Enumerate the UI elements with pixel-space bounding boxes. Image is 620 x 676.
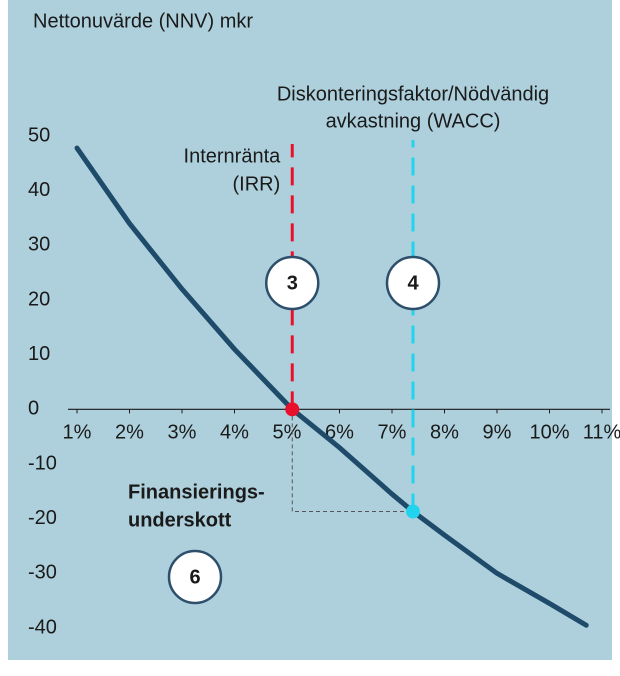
wacc-label: Diskonteringsfaktor/Nödvändig <box>277 83 549 105</box>
x-tick-label: 8% <box>430 422 459 444</box>
y-tick-label: -10 <box>28 452 57 474</box>
background <box>8 0 612 660</box>
shortfall-label: underskott <box>128 509 232 531</box>
x-tick-label: 5% <box>273 422 302 444</box>
shortfall-guide <box>291 409 413 513</box>
wacc-label: avkastning (WACC) <box>326 110 501 132</box>
badge <box>167 549 223 605</box>
irr-label: Internränta <box>184 145 282 167</box>
y-tick-label: 40 <box>28 179 50 201</box>
irr-label: (IRR) <box>232 173 280 195</box>
y-tick-label: 20 <box>28 288 50 310</box>
badge <box>265 255 320 311</box>
badge-number: 6 <box>189 566 200 588</box>
irr-point <box>285 402 300 417</box>
shortfall-label: Finansierings- <box>128 481 265 503</box>
y-tick-label: -40 <box>28 616 57 638</box>
y-tick-label: -30 <box>28 562 57 584</box>
y-tick-label: 50 <box>28 124 50 146</box>
x-tick-label: 11% <box>583 422 620 444</box>
x-tick-label: 10% <box>529 422 569 444</box>
badge-number: 4 <box>407 272 419 294</box>
x-tick-label: 6% <box>325 422 354 444</box>
x-tick-label: 1% <box>63 422 92 444</box>
chart-subtitle: Nettonuvärde (NNV) mkr <box>33 10 253 32</box>
npv-curve <box>74 145 589 628</box>
x-tick-label: 7% <box>378 422 407 444</box>
x-tick-label: 2% <box>115 422 144 444</box>
y-tick-label: 0 <box>28 398 39 420</box>
x-tick-label: 3% <box>168 422 197 444</box>
y-tick-label: 10 <box>28 343 50 365</box>
x-tick-label: 9% <box>483 422 512 444</box>
badge-number: 3 <box>287 272 298 294</box>
y-tick-label: 30 <box>28 234 50 256</box>
x-tick-label: 4% <box>220 422 249 444</box>
y-tick-label: -20 <box>28 507 57 529</box>
badge <box>385 255 441 311</box>
wacc-point <box>406 504 420 519</box>
